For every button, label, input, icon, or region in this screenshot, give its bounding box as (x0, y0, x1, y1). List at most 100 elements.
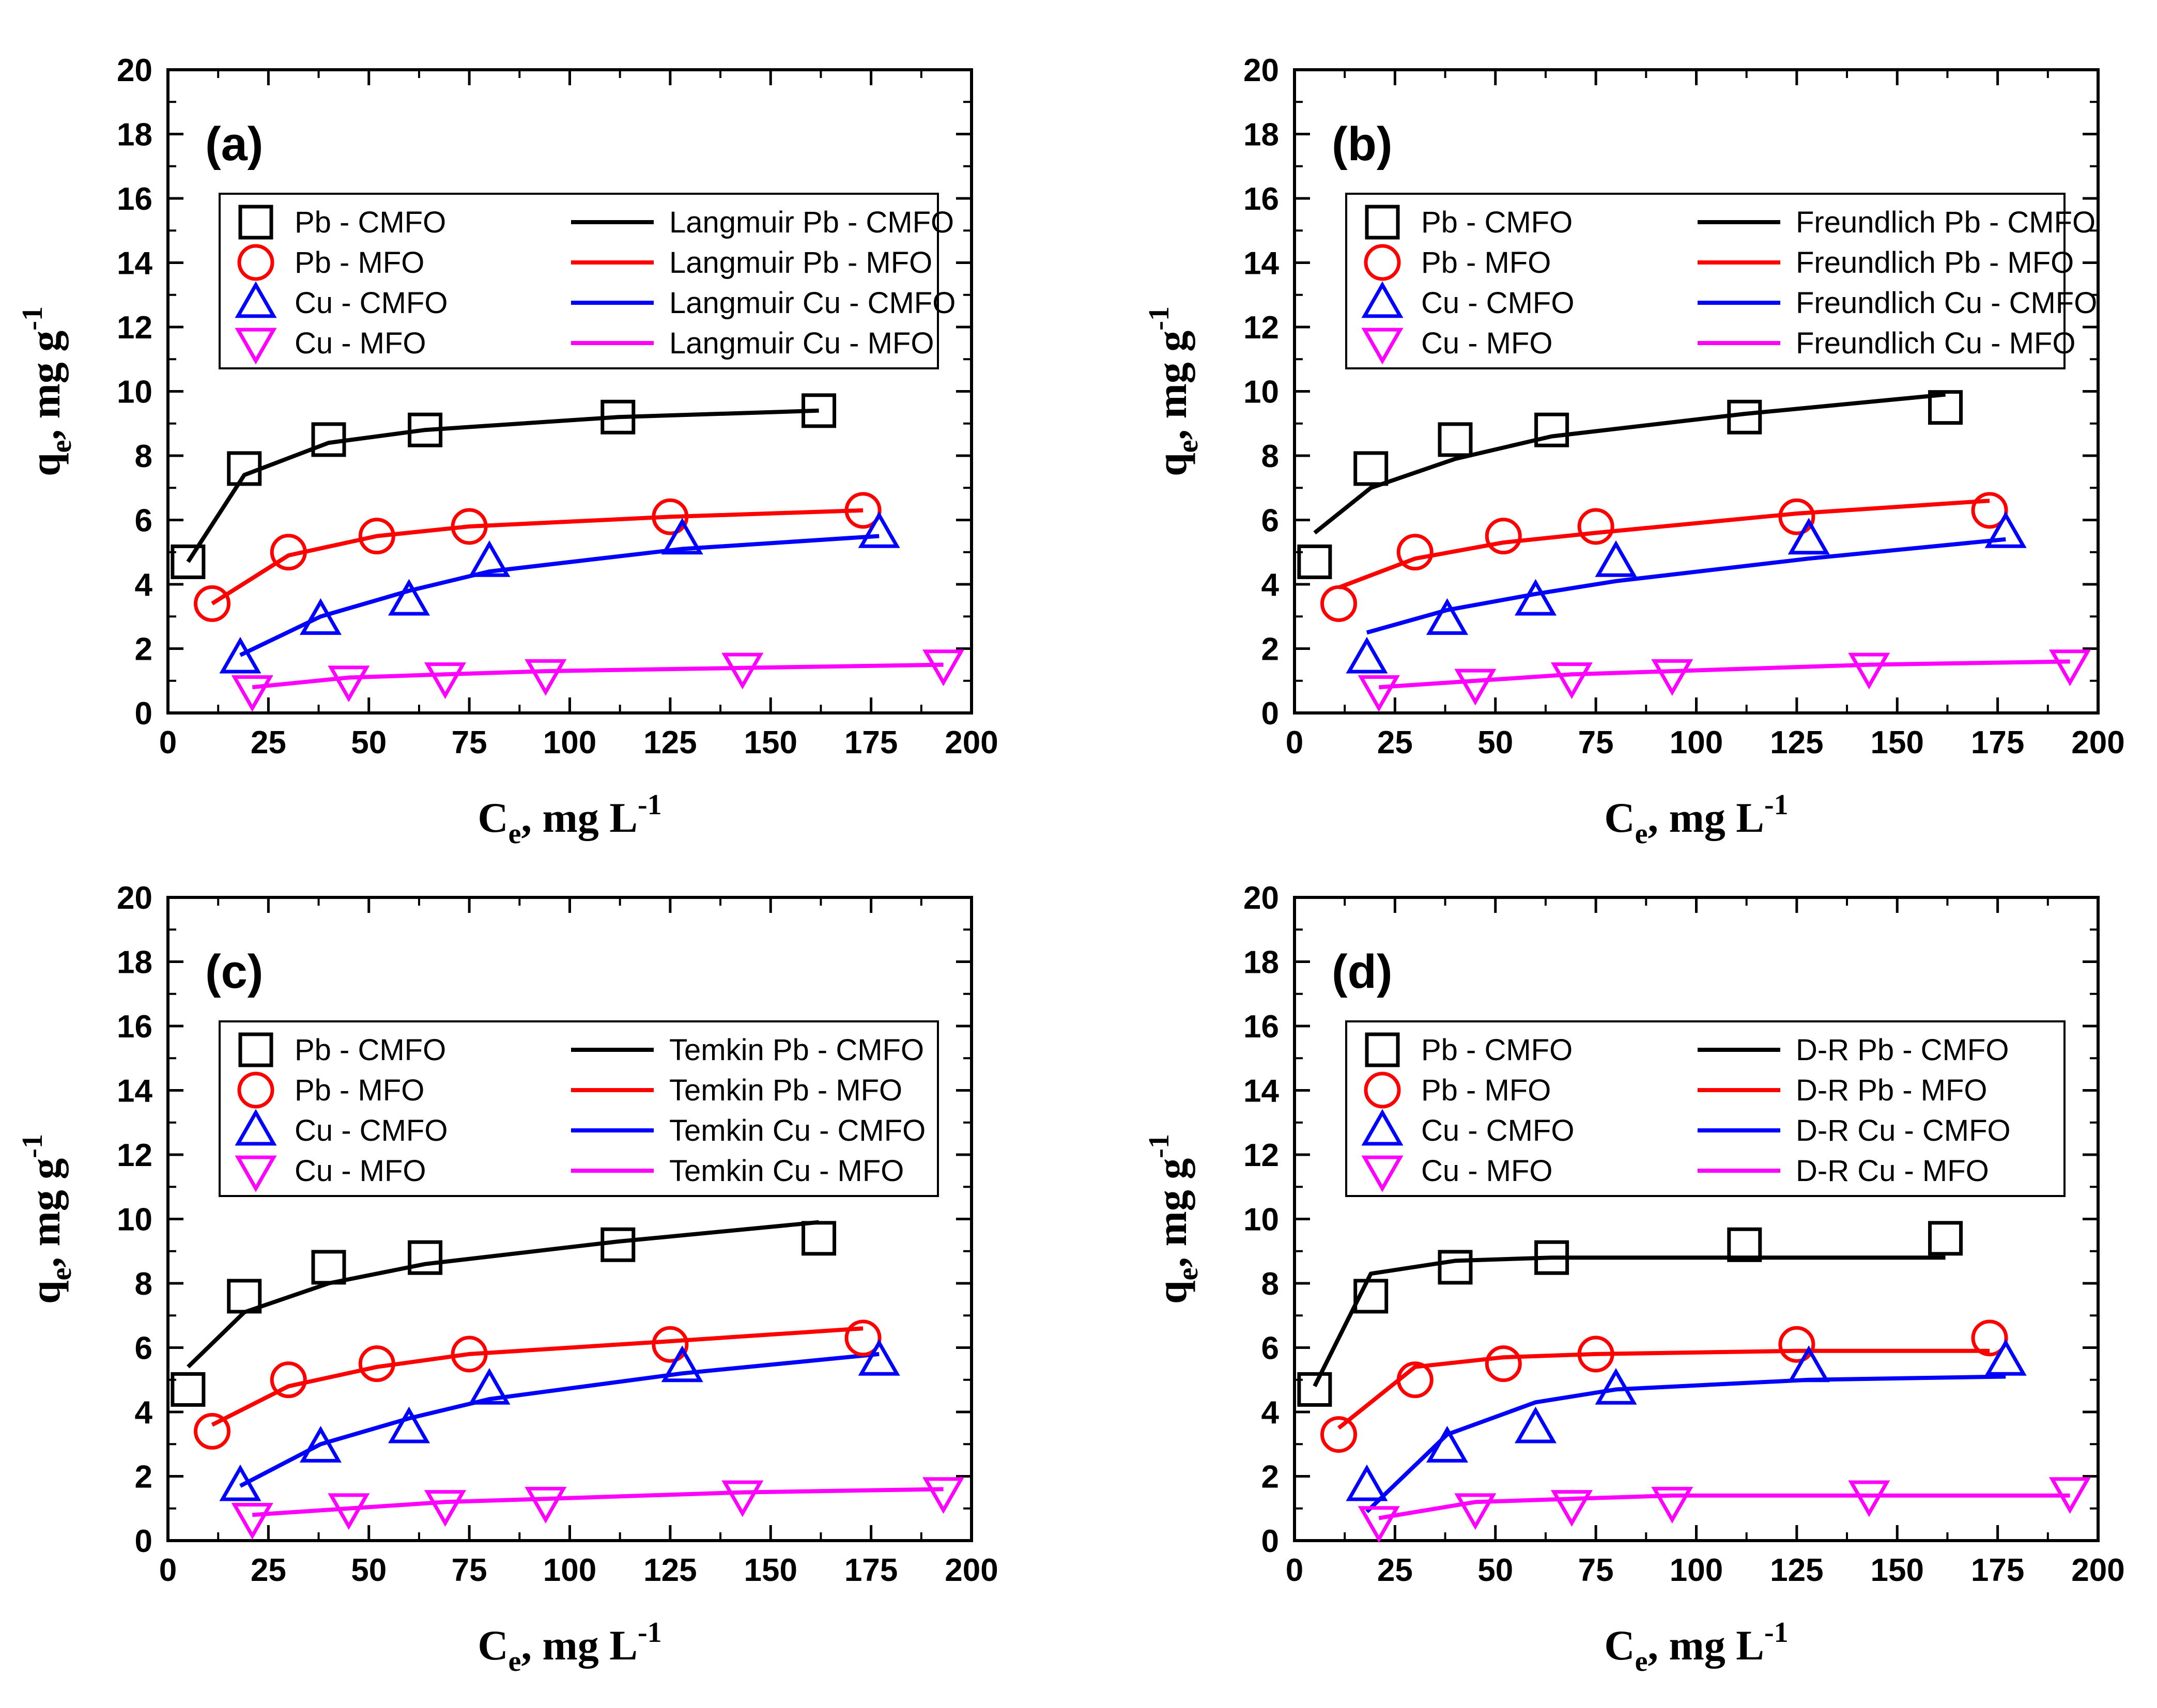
x-tick-label: 150 (1871, 1552, 1924, 1588)
plot-frame (166, 896, 973, 1542)
data-point-series-3 (1984, 511, 2027, 548)
y-tick-label: 8 (1261, 439, 1279, 474)
legend-marker (1365, 205, 1400, 240)
x-tick-label: 75 (452, 725, 487, 760)
data-point-series-2 (844, 492, 882, 529)
data-point-series-3 (1514, 579, 1557, 616)
x-tick-label: 200 (2071, 725, 2124, 760)
x-tick-label: 25 (1377, 1552, 1413, 1588)
data-point-series-3 (1595, 540, 1637, 577)
fit-line-1 (186, 408, 819, 563)
data-point-series-3 (1984, 1339, 2027, 1376)
y-axis-unit: , mg g (1148, 331, 1195, 440)
data-point-series-1 (1438, 1250, 1473, 1285)
y-axis-title: qe, mg g-1 (1143, 1134, 1204, 1304)
data-point-series-4 (1550, 1490, 1593, 1527)
x-axis-unit: , mg L (521, 794, 638, 841)
data-point-series-2 (451, 508, 488, 545)
data-point-series-4 (1550, 662, 1593, 700)
data-point-series-1 (600, 399, 636, 434)
x-axis-symbol: C (1604, 794, 1635, 841)
data-point-series-3 (388, 579, 430, 616)
x-tick-label: 50 (1477, 1552, 1513, 1588)
chart-panel-3: 0 25 50 75 100 125 150 175 200 0 2 4 6 8 10 12 14 16 18 20 C… (17, 880, 998, 1678)
data-point-series-1 (1438, 422, 1473, 457)
x-tick-label: 0 (159, 1552, 177, 1588)
x-tick-label: 125 (1770, 725, 1823, 760)
x-axis-superscript: -1 (1764, 1617, 1789, 1649)
legend-entry-label: Pb - CMFO (295, 1033, 446, 1067)
y-tick-label: 18 (1243, 945, 1279, 981)
legend-fit-label: D-R Pb - MFO (1796, 1074, 1987, 1107)
legend-entry-label: Pb - MFO (1421, 246, 1551, 280)
data-point-series-4 (721, 1480, 764, 1517)
y-tick-label: 4 (1261, 567, 1280, 603)
fit-line-1 (1313, 1255, 1946, 1387)
legend-entry-label: Pb - CMFO (1421, 206, 1573, 239)
x-tick-label: 50 (1477, 725, 1513, 760)
data-point-series-3 (299, 1425, 342, 1463)
y-tick-label: 16 (1243, 181, 1279, 217)
data-point-series-3 (1595, 1368, 1637, 1405)
legend-fit-label: Freundlich Cu - MFO (1796, 327, 2075, 360)
data-point-series-3 (1514, 1406, 1557, 1443)
legend-marker (238, 205, 273, 240)
data-point-series-2 (358, 1345, 395, 1383)
data-point-series-2 (1971, 1319, 2008, 1357)
data-point-series-1 (171, 544, 206, 579)
y-tick-label: 16 (1243, 1009, 1279, 1045)
legend-marker (237, 1072, 274, 1109)
legend-marker (235, 281, 277, 318)
y-tick-label: 18 (117, 945, 152, 981)
data-point-series-1 (1727, 399, 1762, 434)
y-tick-label: 18 (1243, 117, 1279, 153)
y-axis-superscript: -1 (1143, 1134, 1175, 1158)
x-tick-label: 100 (543, 1552, 596, 1588)
y-axis-unit: , mg g (22, 1158, 69, 1268)
y-tick-label: 6 (1261, 1331, 1279, 1367)
x-axis-subscript: e (1635, 1645, 1648, 1678)
x-tick-label: 100 (543, 725, 596, 760)
legend-fit-label: Langmuir Pb - CMFO (669, 206, 954, 239)
data-point-series-3 (388, 1406, 430, 1443)
y-tick-label: 20 (117, 53, 152, 88)
x-tick-label: 200 (945, 725, 998, 760)
data-point-series-3 (1346, 636, 1388, 674)
y-tick-label: 20 (1243, 53, 1279, 88)
data-point-series-2 (270, 1361, 307, 1399)
legend-entry-label: Cu - CMFO (295, 1114, 448, 1147)
legend-entry-label: Cu - MFO (1421, 327, 1553, 360)
x-axis-symbol: C (477, 1622, 508, 1669)
data-point-series-4 (2049, 649, 2091, 687)
data-point-series-4 (721, 653, 764, 690)
data-point-series-3 (1788, 518, 1830, 555)
legend-marker (238, 1032, 273, 1067)
x-tick-label: 75 (1578, 1552, 1614, 1588)
data-point-series-3 (1788, 1345, 1830, 1383)
y-tick-label: 2 (1261, 632, 1279, 667)
x-axis-unit: , mg L (1647, 794, 1764, 841)
data-point-series-2 (1778, 498, 1815, 535)
data-point-series-3 (219, 636, 261, 674)
data-point-series-1 (600, 1227, 636, 1262)
y-tick-label: 4 (1261, 1395, 1280, 1431)
data-point-series-1 (1353, 451, 1389, 486)
legend-fit-label: Temkin Pb - CMFO (669, 1033, 924, 1067)
data-point-series-3 (858, 511, 900, 548)
y-tick-label: 14 (1243, 1074, 1279, 1109)
y-axis-symbol: q (22, 1280, 69, 1304)
data-point-series-4 (525, 1486, 567, 1524)
y-tick-label: 16 (117, 181, 152, 217)
data-point-series-1 (408, 412, 443, 447)
y-axis-title: qe, mg g-1 (1143, 306, 1204, 476)
data-point-series-1 (227, 1279, 262, 1314)
y-tick-label: 2 (1261, 1459, 1279, 1495)
x-tick-label: 175 (844, 725, 898, 760)
data-point-series-2 (1971, 492, 2008, 529)
legend-marker (235, 1155, 277, 1192)
y-tick-label: 0 (135, 696, 152, 732)
fit-line-1 (1313, 392, 1946, 535)
legend-fit-label: Langmuir Cu - MFO (669, 327, 934, 360)
x-axis-subscript: e (509, 818, 521, 850)
y-tick-label: 6 (1261, 503, 1279, 539)
